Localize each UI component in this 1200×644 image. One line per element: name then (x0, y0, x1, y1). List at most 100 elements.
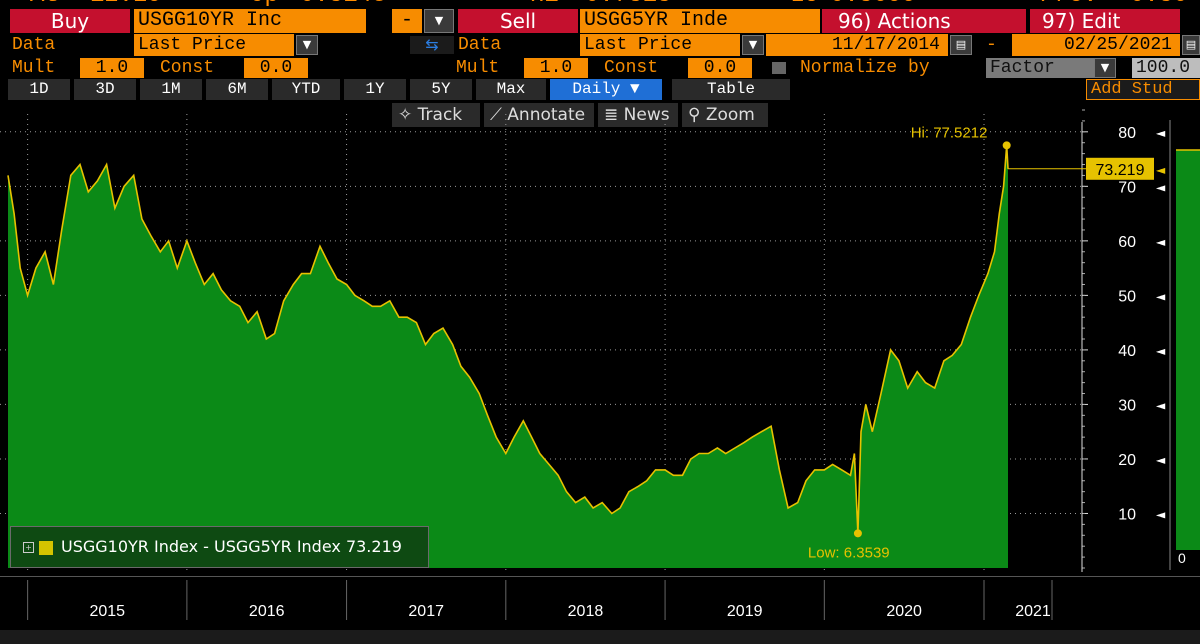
quote-at-label: At (30, 0, 59, 8)
chart-area-layer (7, 145, 1009, 569)
x-axis-separator (0, 576, 1200, 577)
actions-menu[interactable]: 96) Actions (822, 9, 1026, 33)
quote-time: 12:29 (90, 0, 162, 8)
buy-ticker-field[interactable]: USGG10YR Inc (134, 9, 366, 33)
normalize-label: Normalize by (800, 58, 930, 78)
high-label: Hi: 77.5212 (911, 124, 988, 141)
news-tool[interactable]: ≣ News (598, 103, 678, 127)
series-area (8, 145, 1008, 569)
date-separator: - (986, 35, 997, 55)
data-label-left: Data (12, 35, 56, 55)
end-calendar-icon[interactable]: ▤ (1182, 35, 1200, 55)
y-tick-label: 60 (1118, 234, 1136, 251)
zoom-tool[interactable]: ⚲ Zoom (682, 103, 768, 127)
table-button[interactable]: Table (672, 79, 790, 100)
x-axis: 2015 2016 2017 2018 2019 2020 2021 (27, 580, 1053, 620)
mult-field-left[interactable]: 1.0 (80, 58, 144, 78)
legend-toggle-icon[interactable]: + (23, 542, 34, 553)
y-tick-arrow-icon: ◄ (1156, 126, 1166, 140)
chart-legend[interactable]: + USGG10YR Index - USGG5YR Index 73.219 (10, 526, 429, 568)
series-line (7, 145, 1009, 534)
end-date-field[interactable]: 02/25/2021 (1012, 34, 1180, 56)
quote-high-label: Hi (530, 0, 559, 8)
const-field-left[interactable]: 0.0 (244, 58, 308, 78)
x-tick-label: 2016 (249, 603, 285, 620)
legend-swatch (39, 541, 53, 555)
quote-open: 0.8143 (300, 0, 386, 8)
right-panel-area (1176, 150, 1200, 550)
bottom-bar (0, 630, 1200, 644)
last-value-tag (1086, 157, 1154, 180)
track-tool[interactable]: ✧ Track (392, 103, 480, 127)
data-dropdown-right-icon[interactable]: ▼ (742, 35, 764, 55)
x-tick-label: 2021 (1015, 603, 1051, 620)
start-date-field[interactable]: 11/17/2014 (766, 34, 948, 56)
last-value-arrow-icon: ◄ (1156, 163, 1166, 177)
y-tick-label: 80 (1118, 125, 1136, 142)
y-tick-label: 30 (1118, 397, 1136, 414)
data-dropdown-left-icon[interactable]: ▼ (296, 35, 318, 55)
mult-label-left: Mult (12, 58, 56, 78)
y-tick-arrow-icon: ◄ (1156, 235, 1166, 249)
sell-ticker-field[interactable]: USGG5YR Inde (580, 9, 820, 33)
sell-button[interactable]: Sell (458, 9, 578, 33)
right-panel: 0 (1169, 120, 1200, 570)
quote-prev-label: Prev (1040, 0, 1098, 8)
quote-strip: At 12:29 Op 0.8143 Hi 0.7818 Lo 0.8099 P… (0, 0, 1200, 8)
legend-text: USGG10YR Index - USGG5YR Index 73.219 (61, 537, 402, 556)
data-field-right[interactable]: Last Price (580, 34, 740, 56)
data-row: Data Last Price ▼ ⇆ Data Last Price ▼ 11… (0, 34, 1200, 56)
y-tick-arrow-icon: ◄ (1156, 453, 1166, 467)
timeframe-5y[interactable]: 5Y (410, 79, 472, 100)
x-tick-label: 2015 (89, 603, 125, 620)
data-field-left[interactable]: Last Price (134, 34, 294, 56)
y-tick-label: 20 (1118, 452, 1136, 469)
annotate-tool[interactable]: ⟋ Annotate (484, 103, 594, 127)
start-calendar-icon[interactable]: ▤ (950, 35, 972, 55)
y-axis: 10 ◄ 20 ◄ 30 ◄ 40 ◄ 50 ◄ 60 ◄ 70 ◄ 80 ◄ (1081, 109, 1166, 572)
timeframe-1y[interactable]: 1Y (344, 79, 406, 100)
x-tick-label: 2020 (886, 603, 922, 620)
y-tick-arrow-icon: ◄ (1156, 289, 1166, 303)
factor-field[interactable]: 100.0 (1132, 58, 1200, 78)
operator-field[interactable]: - (392, 9, 422, 33)
low-label: Low: 6.3539 (808, 544, 890, 561)
quote-low: 0.8099 (830, 0, 916, 8)
mult-label-right: Mult (456, 58, 500, 78)
y-tick-arrow-icon: ◄ (1156, 398, 1166, 412)
mult-field-right[interactable]: 1.0 (524, 58, 588, 78)
mult-row: Mult 1.0 Const 0.0 Mult 1.0 Const 0.0 No… (0, 57, 1200, 79)
frequency-daily-dropdown[interactable]: Daily ▼ (550, 79, 662, 100)
edit-menu[interactable]: 97) Edit (1030, 9, 1180, 33)
quote-open-label: Op (250, 0, 279, 8)
timeframe-6m[interactable]: 6M (206, 79, 268, 100)
y-tick-arrow-icon: ◄ (1156, 180, 1166, 194)
operator-dropdown-icon[interactable]: ▼ (424, 9, 454, 33)
timeframe-max[interactable]: Max (476, 79, 546, 100)
data-label-right: Data (458, 35, 502, 55)
normalize-checkbox[interactable] (772, 62, 786, 74)
low-marker (853, 529, 862, 538)
x-tick-label: 2018 (568, 603, 604, 620)
right-panel-zero-label: 0 (1178, 550, 1186, 566)
buy-button[interactable]: Buy (10, 9, 130, 33)
y-tick-label: 70 (1118, 179, 1136, 196)
high-marker (1002, 141, 1011, 150)
const-field-right[interactable]: 0.0 (688, 58, 752, 78)
add-study-button[interactable]: Add Stud (1086, 79, 1200, 100)
timeframe-ytd[interactable]: YTD (272, 79, 340, 100)
last-value-text: 73.219 (1096, 162, 1145, 179)
timeframe-3d[interactable]: 3D (74, 79, 136, 100)
timeframe-1m[interactable]: 1M (140, 79, 202, 100)
quote-low-label: Lo (790, 0, 819, 8)
swap-icon[interactable]: ⇆ (410, 36, 454, 54)
normalize-dropdown-icon[interactable]: ▼ (1094, 58, 1116, 78)
const-label-right: Const (604, 58, 659, 78)
y-tick-label: 40 (1118, 343, 1136, 360)
normalize-select[interactable]: Factor (986, 58, 1094, 78)
timeframe-1d[interactable]: 1D (8, 79, 70, 100)
security-toolbar: Buy USGG10YR Inc - ▼ Sell USGG5YR Inde 9… (0, 8, 1200, 34)
y-tick-arrow-icon: ◄ (1156, 344, 1166, 358)
y-tick-label: 10 (1118, 506, 1136, 523)
chart-grid (0, 114, 1082, 574)
